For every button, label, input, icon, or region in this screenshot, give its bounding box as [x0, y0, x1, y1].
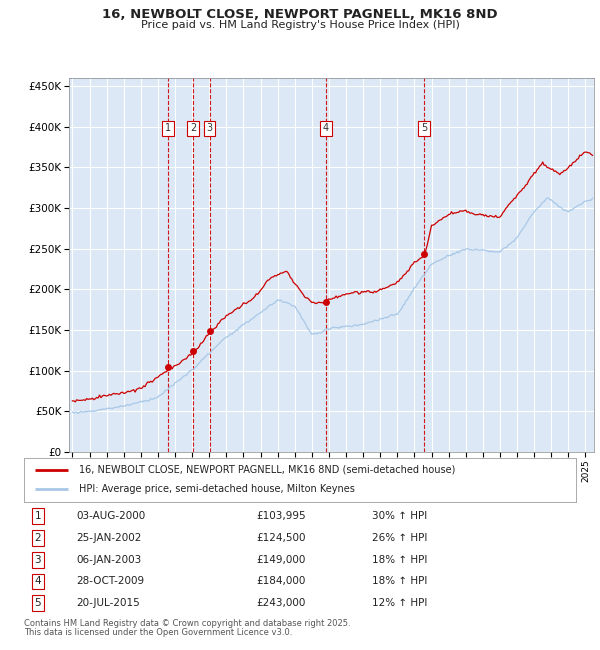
- Text: 2: 2: [190, 124, 196, 133]
- Text: 16, NEWBOLT CLOSE, NEWPORT PAGNELL, MK16 8ND (semi-detached house): 16, NEWBOLT CLOSE, NEWPORT PAGNELL, MK16…: [79, 465, 455, 474]
- Text: £149,000: £149,000: [256, 554, 305, 565]
- Text: Contains HM Land Registry data © Crown copyright and database right 2025.: Contains HM Land Registry data © Crown c…: [24, 619, 350, 628]
- Text: 4: 4: [323, 124, 329, 133]
- Text: £243,000: £243,000: [256, 599, 305, 608]
- Text: 16, NEWBOLT CLOSE, NEWPORT PAGNELL, MK16 8ND: 16, NEWBOLT CLOSE, NEWPORT PAGNELL, MK16…: [102, 8, 498, 21]
- Text: 5: 5: [421, 124, 427, 133]
- Text: 12% ↑ HPI: 12% ↑ HPI: [372, 599, 427, 608]
- Text: 18% ↑ HPI: 18% ↑ HPI: [372, 554, 427, 565]
- Text: 18% ↑ HPI: 18% ↑ HPI: [372, 577, 427, 586]
- Text: £103,995: £103,995: [256, 511, 305, 521]
- Text: 25-JAN-2002: 25-JAN-2002: [76, 533, 142, 543]
- Text: 30% ↑ HPI: 30% ↑ HPI: [372, 511, 427, 521]
- Text: 03-AUG-2000: 03-AUG-2000: [76, 511, 146, 521]
- Text: 20-JUL-2015: 20-JUL-2015: [76, 599, 140, 608]
- Text: HPI: Average price, semi-detached house, Milton Keynes: HPI: Average price, semi-detached house,…: [79, 484, 355, 495]
- Text: 3: 3: [206, 124, 212, 133]
- Text: 1: 1: [34, 511, 41, 521]
- Text: 28-OCT-2009: 28-OCT-2009: [76, 577, 145, 586]
- Text: 4: 4: [34, 577, 41, 586]
- Text: Price paid vs. HM Land Registry's House Price Index (HPI): Price paid vs. HM Land Registry's House …: [140, 20, 460, 30]
- Text: 26% ↑ HPI: 26% ↑ HPI: [372, 533, 427, 543]
- Text: 1: 1: [165, 124, 171, 133]
- Text: 06-JAN-2003: 06-JAN-2003: [76, 554, 142, 565]
- Text: 2: 2: [34, 533, 41, 543]
- Text: This data is licensed under the Open Government Licence v3.0.: This data is licensed under the Open Gov…: [24, 628, 292, 637]
- Text: £124,500: £124,500: [256, 533, 305, 543]
- Text: 5: 5: [34, 599, 41, 608]
- Text: 3: 3: [34, 554, 41, 565]
- Text: £184,000: £184,000: [256, 577, 305, 586]
